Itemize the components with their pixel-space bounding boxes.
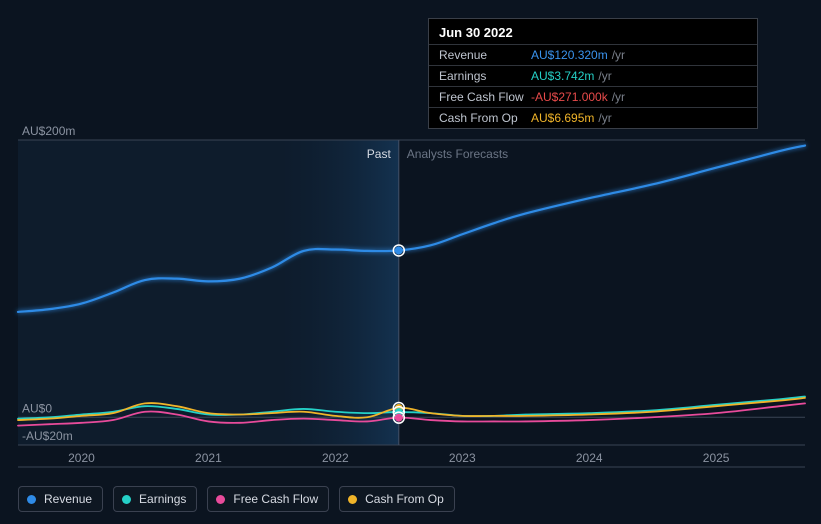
legend-dot-icon bbox=[122, 495, 131, 504]
svg-text:2023: 2023 bbox=[449, 451, 476, 465]
tooltip-date: Jun 30 2022 bbox=[429, 19, 757, 44]
legend-item-label: Earnings bbox=[139, 492, 186, 506]
tooltip-row-value: AU$120.320m bbox=[531, 48, 608, 62]
tooltip-row-unit: /yr bbox=[612, 90, 625, 104]
svg-text:2024: 2024 bbox=[576, 451, 603, 465]
svg-text:2020: 2020 bbox=[68, 451, 95, 465]
legend-item-label: Free Cash Flow bbox=[233, 492, 318, 506]
legend-item-label: Revenue bbox=[44, 492, 92, 506]
tooltip-row-label: Earnings bbox=[439, 69, 531, 83]
legend-item-earnings[interactable]: Earnings bbox=[113, 486, 197, 512]
svg-text:Analysts Forecasts: Analysts Forecasts bbox=[407, 147, 508, 161]
legend-item-label: Cash From Op bbox=[365, 492, 444, 506]
tooltip-row-unit: /yr bbox=[598, 69, 611, 83]
tooltip-row-label: Free Cash Flow bbox=[439, 90, 531, 104]
svg-text:2022: 2022 bbox=[322, 451, 349, 465]
chart-tooltip: Jun 30 2022 RevenueAU$120.320m/yrEarning… bbox=[428, 18, 758, 129]
tooltip-row-unit: /yr bbox=[612, 48, 625, 62]
tooltip-row-value: AU$3.742m bbox=[531, 69, 594, 83]
legend-item-revenue[interactable]: Revenue bbox=[18, 486, 103, 512]
svg-text:AU$0: AU$0 bbox=[22, 401, 52, 415]
svg-text:Past: Past bbox=[367, 147, 392, 161]
tooltip-row-value: AU$6.695m bbox=[531, 111, 594, 125]
tooltip-row-earnings: EarningsAU$3.742m/yr bbox=[429, 65, 757, 86]
financials-chart: AU$200m AU$0 -AU$20m 2020 2021 2022 2023 2024 20… bbox=[0, 0, 821, 524]
tooltip-row-value: -AU$271.000k bbox=[531, 90, 608, 104]
svg-text:2025: 2025 bbox=[703, 451, 730, 465]
legend-dot-icon bbox=[348, 495, 357, 504]
tooltip-row-unit: /yr bbox=[598, 111, 611, 125]
svg-text:-AU$20m: -AU$20m bbox=[22, 429, 73, 443]
chart-legend: Revenue Earnings Free Cash Flow Cash From O… bbox=[18, 486, 455, 512]
tooltip-row-label: Cash From Op bbox=[439, 111, 531, 125]
svg-text:AU$200m: AU$200m bbox=[22, 124, 75, 138]
tooltip-row-revenue: RevenueAU$120.320m/yr bbox=[429, 44, 757, 65]
legend-item-free-cash-flow[interactable]: Free Cash Flow bbox=[207, 486, 329, 512]
svg-text:2021: 2021 bbox=[195, 451, 222, 465]
legend-dot-icon bbox=[216, 495, 225, 504]
tooltip-row-cash-from-op: Cash From OpAU$6.695m/yr bbox=[429, 107, 757, 128]
legend-dot-icon bbox=[27, 495, 36, 504]
tooltip-row-free-cash-flow: Free Cash Flow-AU$271.000k/yr bbox=[429, 86, 757, 107]
tooltip-row-label: Revenue bbox=[439, 48, 531, 62]
legend-item-cash-from-op[interactable]: Cash From Op bbox=[339, 486, 455, 512]
